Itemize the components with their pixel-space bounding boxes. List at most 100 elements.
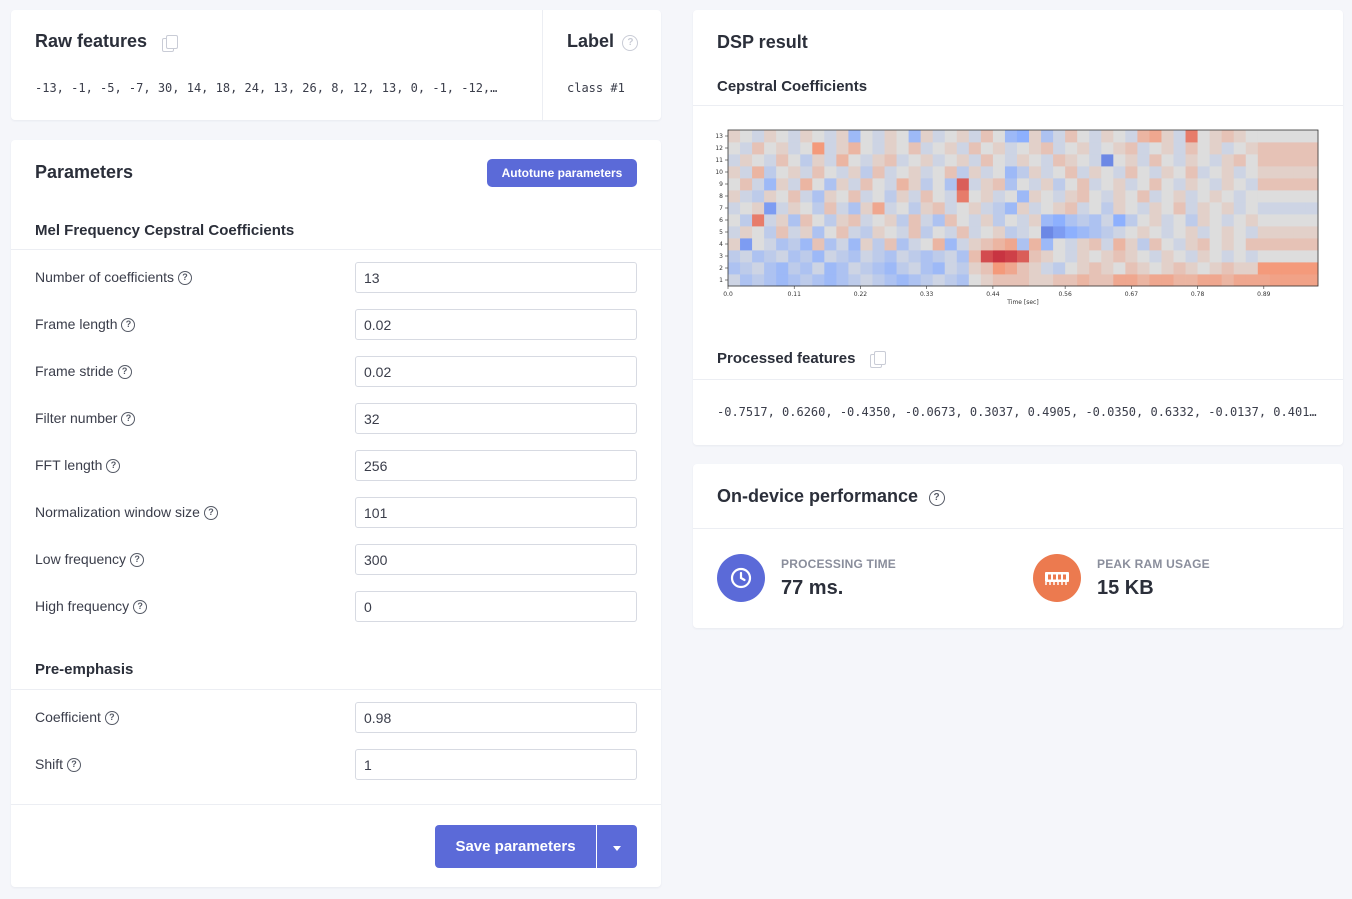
heatmap-cell: [1197, 238, 1211, 251]
heatmap-cell: [1137, 226, 1150, 239]
heatmap-cell: [920, 202, 934, 215]
heatmap-cell: [1293, 190, 1307, 203]
heatmap-cell: [1293, 202, 1307, 215]
heatmap-cell: [1173, 214, 1186, 227]
heatmap-cell: [752, 202, 765, 215]
heatmap-cell: [836, 226, 849, 239]
heatmap-cell: [752, 274, 765, 287]
heatmap-cell: [896, 178, 910, 191]
heatmap-cell: [1041, 178, 1054, 191]
num-coefficients-input[interactable]: [355, 262, 637, 293]
heatmap-cell: [1233, 238, 1247, 251]
heatmap-cell: [1101, 142, 1114, 155]
heatmap-cell: [1173, 190, 1186, 203]
y-tick-label: 1: [719, 277, 723, 284]
high-frequency-input[interactable]: [355, 591, 637, 622]
help-icon[interactable]: ?: [928, 489, 945, 506]
help-icon[interactable]: ?: [104, 711, 119, 726]
heatmap-cell: [860, 178, 873, 191]
heatmap-cell: [920, 130, 934, 143]
help-icon[interactable]: ?: [106, 459, 121, 474]
heatmap-cell: [812, 262, 825, 275]
heatmap-cell: [1269, 154, 1283, 167]
heatmap-cell: [1233, 214, 1247, 227]
save-options-dropdown-button[interactable]: [597, 825, 637, 868]
heatmap-cell: [1209, 262, 1223, 275]
heatmap-cell: [1173, 178, 1186, 191]
label-column-divider: [542, 10, 543, 120]
shift-input[interactable]: [355, 749, 637, 780]
autotune-button[interactable]: Autotune parameters: [487, 159, 637, 187]
heatmap-cell: [1257, 154, 1271, 167]
processed-features-title: Processed features: [717, 350, 856, 367]
heatmap-cell: [1197, 226, 1211, 239]
help-icon[interactable]: ?: [130, 553, 145, 568]
heatmap-cell: [944, 130, 958, 143]
save-parameters-button[interactable]: Save parameters: [435, 825, 596, 868]
heatmap-cell: [1101, 154, 1114, 167]
filter-number-input[interactable]: [355, 403, 637, 434]
heatmap-cell: [1089, 214, 1102, 227]
heatmap-cell: [1053, 226, 1066, 239]
heatmap-cell: [1209, 274, 1223, 287]
y-tick-label: 12: [715, 145, 723, 152]
x-axis-label: Time [sec]: [1006, 299, 1038, 306]
heatmap-cell: [824, 250, 837, 263]
heatmap-cell: [1209, 226, 1223, 239]
y-tick-label: 6: [719, 217, 723, 224]
heatmap-cell: [956, 226, 970, 239]
frame-length-input[interactable]: [355, 309, 637, 340]
heatmap-cell: [1245, 130, 1259, 143]
low-frequency-input[interactable]: [355, 544, 637, 575]
heatmap-cell: [1041, 190, 1054, 203]
normalization-window-input[interactable]: [355, 497, 637, 528]
heatmap-cell: [1281, 214, 1295, 227]
heatmap-cell: [1077, 226, 1090, 239]
help-icon[interactable]: ?: [203, 506, 218, 521]
heatmap-cell: [740, 154, 753, 167]
heatmap-cell: [992, 238, 1006, 251]
frame-stride-input[interactable]: [355, 356, 637, 387]
heatmap-cell: [812, 178, 825, 191]
heatmap-cell: [1065, 274, 1078, 287]
heatmap-cell: [836, 130, 849, 143]
help-icon[interactable]: ?: [121, 412, 136, 427]
heatmap-cell: [1221, 214, 1235, 227]
help-icon[interactable]: ?: [622, 34, 639, 51]
heatmap-cell: [1041, 238, 1054, 251]
heatmap-cell: [848, 202, 861, 215]
heatmap-cell: [1077, 238, 1090, 251]
heatmap-cell: [920, 166, 934, 179]
heatmap-cell: [836, 262, 849, 275]
heatmap-cell: [1269, 250, 1283, 263]
heatmap-cell: [1101, 262, 1114, 275]
heatmap-cell: [1113, 250, 1126, 263]
heatmap-cell: [752, 154, 765, 167]
heatmap-cell: [1245, 166, 1259, 179]
help-icon[interactable]: ?: [67, 758, 82, 773]
heatmap-cell: [1305, 262, 1319, 275]
fft-length-input[interactable]: [355, 450, 637, 481]
help-icon[interactable]: ?: [117, 365, 132, 380]
heatmap-cell: [1101, 178, 1114, 191]
help-icon[interactable]: ?: [121, 318, 136, 333]
coefficient-input[interactable]: [355, 702, 637, 733]
heatmap-cell: [896, 202, 910, 215]
heatmap-cell: [1173, 202, 1186, 215]
help-icon[interactable]: ?: [133, 600, 148, 615]
x-tick-label: 0.67: [1125, 291, 1139, 298]
help-icon[interactable]: ?: [178, 271, 193, 286]
copy-icon[interactable]: [161, 34, 178, 52]
heatmap-cell: [1041, 154, 1054, 167]
heatmap-cell: [1161, 250, 1174, 263]
dsp-result-title: DSP result: [717, 32, 808, 52]
heatmap-cell: [1029, 274, 1042, 287]
heatmap-cell: [872, 166, 885, 179]
copy-icon[interactable]: [869, 350, 886, 368]
heatmap-cell: [968, 202, 982, 215]
heatmap-cell: [1161, 202, 1174, 215]
heatmap-cell: [1113, 226, 1126, 239]
heatmap-cell: [1197, 178, 1211, 191]
heatmap-cell: [920, 250, 934, 263]
heatmap-cell: [1041, 274, 1054, 287]
